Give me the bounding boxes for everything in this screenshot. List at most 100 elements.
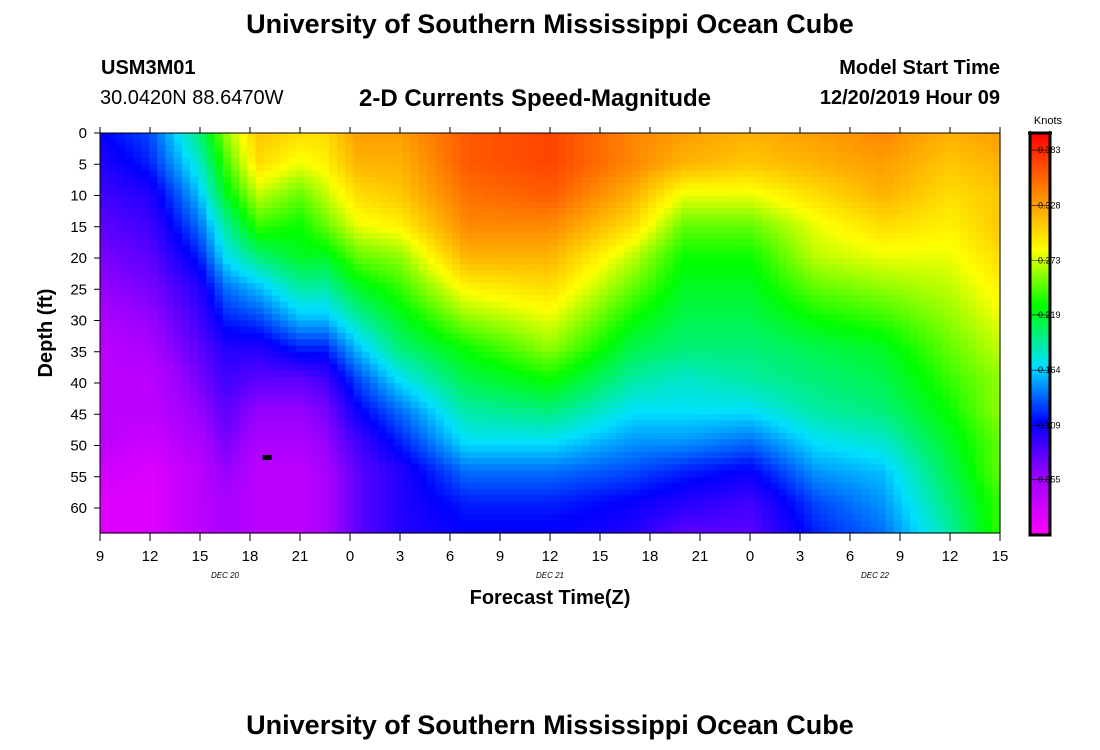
- heatmap-cell: [582, 408, 592, 415]
- heatmap-cell: [934, 389, 944, 397]
- heatmap-cell: [255, 226, 265, 234]
- heatmap-cell: [451, 258, 461, 265]
- heatmap-cell: [239, 233, 248, 240]
- heatmap-cell: [541, 308, 551, 315]
- heatmap-cell: [370, 251, 379, 259]
- heatmap-cell: [149, 176, 158, 184]
- heatmap-cell: [950, 195, 960, 203]
- heatmap-cell: [329, 270, 338, 278]
- heatmap-cell: [918, 151, 927, 159]
- heatmap-cell: [959, 239, 968, 247]
- heatmap-cell: [280, 189, 289, 197]
- heatmap-cell: [705, 201, 715, 209]
- heatmap-cell: [206, 151, 216, 159]
- heatmap-cell: [435, 251, 445, 259]
- heatmap-cell: [869, 370, 878, 378]
- heatmap-cell: [885, 289, 895, 297]
- heatmap-cell: [640, 183, 649, 190]
- heatmap-cell: [754, 170, 764, 178]
- heatmap-cell: [877, 214, 887, 222]
- heatmap-cell: [140, 401, 150, 409]
- heatmap-cell: [983, 251, 993, 259]
- heatmap-cell: [435, 189, 445, 197]
- heatmap-cell: [394, 245, 404, 253]
- heatmap-cell: [762, 183, 772, 190]
- heatmap-cell: [329, 370, 338, 378]
- heatmap-cell: [844, 283, 854, 290]
- heatmap-cell: [140, 226, 150, 234]
- heatmap-cell: [869, 333, 878, 340]
- heatmap-cell: [533, 358, 543, 365]
- heatmap-cell: [304, 308, 314, 315]
- heatmap-cell: [165, 364, 175, 372]
- heatmap-cell: [950, 151, 960, 159]
- heatmap-cell: [361, 195, 371, 203]
- heatmap-cell: [181, 164, 191, 172]
- heatmap-cell: [329, 133, 338, 140]
- heatmap-cell: [803, 345, 813, 353]
- heatmap-cell: [280, 320, 289, 328]
- heatmap-cell: [304, 383, 314, 390]
- heatmap-cell: [828, 176, 837, 184]
- heatmap-cell: [517, 214, 527, 222]
- heatmap-cell: [100, 170, 109, 178]
- heatmap-cell: [271, 251, 281, 259]
- heatmap-cell: [738, 201, 747, 209]
- heatmap-cell: [558, 276, 567, 284]
- heatmap-cell: [656, 401, 666, 409]
- heatmap-cell: [386, 283, 396, 290]
- heatmap-cell: [378, 239, 387, 247]
- heatmap-cell: [787, 195, 797, 203]
- heatmap-cell: [468, 308, 477, 315]
- heatmap-cell: [918, 351, 927, 359]
- heatmap-cell: [181, 395, 191, 403]
- heatmap-cell: [721, 133, 731, 140]
- heatmap-cell: [427, 326, 437, 334]
- heatmap-cell: [934, 195, 944, 203]
- heatmap-cell: [329, 383, 338, 390]
- heatmap-cell: [836, 389, 846, 397]
- heatmap-cell: [312, 195, 322, 203]
- heatmap-cell: [877, 176, 887, 184]
- heatmap-cell: [312, 264, 322, 272]
- heatmap-cell: [304, 414, 314, 422]
- heatmap-cell: [631, 258, 641, 265]
- heatmap-cell: [959, 226, 968, 234]
- heatmap-cell: [427, 389, 437, 397]
- heatmap-cell: [165, 133, 175, 140]
- heatmap-cell: [100, 226, 109, 234]
- heatmap-cell: [484, 351, 494, 359]
- heatmap-cell: [149, 301, 158, 309]
- heatmap-cell: [950, 226, 960, 234]
- heatmap-cell: [697, 214, 707, 222]
- heatmap-cell: [517, 326, 527, 334]
- heatmap-cell: [689, 389, 698, 397]
- heatmap-cell: [754, 289, 764, 297]
- heatmap-cell: [239, 151, 248, 159]
- heatmap-cell: [476, 220, 486, 228]
- heatmap-cell: [320, 320, 330, 328]
- heatmap-cell: [361, 370, 371, 378]
- heatmap-cell: [206, 251, 216, 259]
- heatmap-cell: [860, 283, 870, 290]
- heatmap-cell: [427, 245, 437, 253]
- heatmap-cell: [108, 239, 117, 247]
- heatmap-cell: [885, 395, 895, 403]
- heatmap-cell: [173, 158, 183, 165]
- heatmap-cell: [844, 251, 854, 259]
- heatmap-cell: [599, 295, 608, 303]
- heatmap-cell: [795, 364, 805, 372]
- heatmap-cell: [345, 395, 355, 403]
- heatmap-cell: [689, 195, 698, 203]
- heatmap-cell: [664, 220, 674, 228]
- heatmap-cell: [460, 389, 469, 397]
- heatmap-cell: [950, 258, 960, 265]
- heatmap-cell: [664, 326, 674, 334]
- heatmap-cell: [852, 233, 862, 240]
- heatmap-cell: [149, 226, 158, 234]
- heatmap-cell: [427, 251, 437, 259]
- heatmap-cell: [869, 339, 878, 347]
- heatmap-cell: [304, 220, 314, 228]
- heatmap-cell: [713, 283, 723, 290]
- heatmap-cell: [656, 295, 666, 303]
